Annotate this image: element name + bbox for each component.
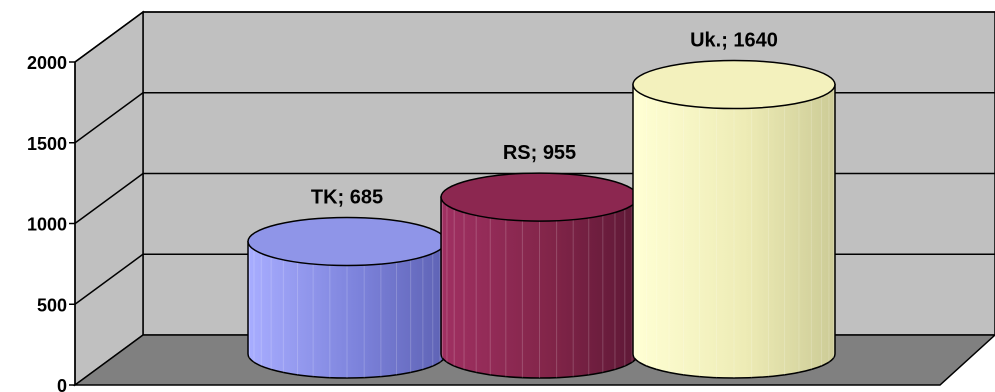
y-axis: 0 500 1000 1500 2000 (27, 53, 75, 392)
y-tick-label: 500 (37, 295, 67, 315)
bar-top (441, 173, 638, 221)
bar-top (633, 61, 835, 109)
bar-top (248, 217, 446, 265)
y-tick-label: 1000 (27, 215, 67, 235)
y-tick-label: 1500 (27, 134, 67, 154)
data-label-RS: RS; 955 (503, 142, 576, 164)
y-tick-label: 0 (57, 376, 67, 392)
bar-TK (248, 217, 446, 378)
data-label-TK: TK; 685 (311, 186, 383, 208)
bar-RS (441, 173, 638, 378)
data-label-Uk.: Uk.; 1640 (690, 30, 778, 52)
bar-Uk. (633, 61, 835, 378)
y-tick-label: 2000 (27, 53, 67, 73)
